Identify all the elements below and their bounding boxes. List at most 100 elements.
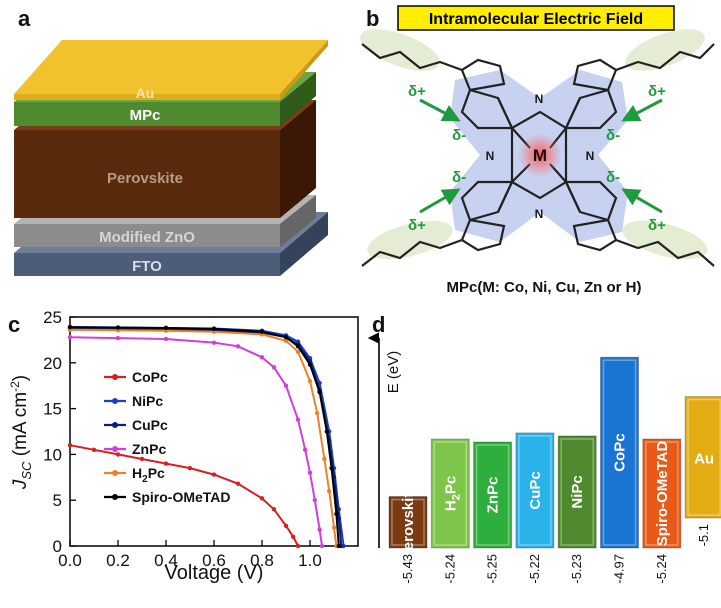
- data-point: [259, 496, 265, 501]
- data-point: [211, 472, 217, 477]
- data-point: [336, 543, 341, 549]
- series-line-spiro-ometad: [69, 326, 340, 547]
- energy-bar-copc: [600, 356, 639, 549]
- x-tick-label: 0.4: [154, 551, 178, 570]
- panel-b-label: b: [366, 6, 379, 31]
- series-line-znpc: [69, 336, 323, 547]
- data-point: [322, 456, 327, 462]
- legend-marker: [112, 374, 118, 380]
- x-tick-label: 0.8: [250, 551, 274, 570]
- y-tick-label: 25: [43, 308, 62, 327]
- energy-bar-name: CoPc: [612, 433, 629, 471]
- energy-bar-bevel: [433, 441, 468, 546]
- bridge-n-bottom: N: [535, 207, 544, 221]
- energy-value-label: -4.97: [612, 554, 627, 584]
- data-point: [235, 481, 241, 486]
- energy-value-label: -5.43: [400, 554, 415, 584]
- layer-label-perovskite: Perovskite: [107, 170, 183, 187]
- data-point: [235, 344, 241, 349]
- energy-bar-znpc: [473, 441, 513, 549]
- data-point: [295, 543, 301, 549]
- energy-value-label: -5.23: [569, 554, 584, 584]
- energy-value-label: -5.25: [485, 554, 500, 584]
- data-point: [283, 338, 289, 344]
- layer-label-au: Au: [136, 85, 155, 101]
- data-point: [271, 365, 277, 370]
- delta-plus-lr: δ+: [648, 217, 666, 234]
- data-point: [163, 461, 169, 466]
- data-point: [283, 334, 289, 340]
- data-point: [334, 511, 339, 517]
- data-point: [303, 447, 308, 453]
- data-point: [319, 543, 325, 549]
- data-point: [295, 349, 301, 355]
- data-point: [271, 507, 277, 512]
- energy-bar-bevel: [687, 398, 721, 516]
- legend-marker: [112, 398, 118, 404]
- energy-bar-au: [684, 396, 721, 519]
- y-tick-label: 0: [53, 537, 62, 556]
- x-tick-label: 1.0: [298, 551, 322, 570]
- delta-plus-ll: δ+: [408, 217, 426, 234]
- panel-b: b Intramolecular Electric Field: [360, 5, 715, 296]
- delta-plus-ur: δ+: [648, 83, 666, 100]
- energy-bar-name: Au: [694, 450, 714, 467]
- delta-plus-ul: δ+: [408, 83, 426, 100]
- energy-bar-bevel: [602, 359, 637, 546]
- layer-label-fto: FTO: [132, 258, 162, 275]
- energy-bar-name: CuPc: [527, 471, 544, 509]
- data-point: [329, 465, 334, 471]
- energy-bar-name: ZnPc: [485, 477, 502, 514]
- energy-bar-perovskite: [388, 496, 428, 549]
- panel-d: d E (eV) Perovskite-5.43 H2Pc -5.24 ZnPc -5.…: [367, 312, 721, 584]
- y-tick-label: 15: [43, 400, 62, 419]
- data-point: [211, 340, 217, 345]
- y-tick-label: 20: [43, 354, 62, 373]
- bridge-n-top: N: [535, 92, 544, 106]
- energy-bar-h2pc: [430, 438, 470, 549]
- panel-c: c 0 5 10 15 20 25 0.0 0.2 0.4 0.6 0.8 1.0 CoPc NiPc…: [8, 308, 359, 584]
- energy-bar-spiro-ometad: [642, 438, 682, 549]
- panel-b-caption: MPc(M: Co, Ni, Cu, Zn or H): [447, 279, 642, 296]
- energy-bar-name: NiPc: [569, 475, 586, 508]
- center-atom-label: M: [533, 146, 547, 165]
- bridge-n-right: N: [586, 149, 595, 163]
- data-point: [291, 534, 296, 540]
- data-point: [307, 378, 313, 384]
- energy-bar-bevel: [645, 441, 679, 546]
- legend-label: CoPc: [132, 369, 168, 385]
- energy-value-label: -5.1: [696, 524, 711, 546]
- data-point: [67, 334, 73, 340]
- energy-value-label: -5.24: [654, 554, 669, 584]
- energy-bar-bevel: [475, 444, 510, 546]
- panel-a-label: a: [18, 6, 31, 31]
- energy-value-label: -5.24: [442, 554, 457, 584]
- legend-label: Spiro-OMeTAD: [132, 489, 231, 505]
- x-tick-label: 0.2: [106, 551, 130, 570]
- y-axis-label: JSC (mA cm-2): [8, 375, 34, 490]
- data-point: [295, 417, 301, 422]
- data-point: [67, 324, 73, 330]
- panel-c-label: c: [8, 312, 20, 337]
- energy-bar-name: Perovskite: [400, 484, 417, 560]
- energy-bar-cupc: [515, 432, 555, 549]
- layer-label-mpc: MPc: [130, 107, 161, 124]
- energy-bar-bevel: [518, 435, 552, 546]
- data-point: [67, 443, 73, 448]
- delta-minus-ul: δ-: [452, 127, 466, 144]
- data-point: [163, 336, 169, 342]
- data-point: [317, 527, 322, 532]
- dipole-arrows: [419, 98, 663, 214]
- data-point: [307, 362, 313, 367]
- panel-a: a FTO Modified ZnO Perovskite MPc: [14, 6, 328, 276]
- legend-label: ZnPc: [132, 441, 166, 457]
- energy-bar-bevel: [391, 498, 425, 546]
- panel-b-title-box: [397, 5, 675, 31]
- data-point: [115, 335, 121, 341]
- series-line-h2pc: [69, 328, 338, 547]
- energy-bar-name: H2Pc: [442, 476, 462, 511]
- y-tick-label: 10: [43, 445, 62, 464]
- energy-value-label: -5.22: [527, 554, 542, 584]
- legend-marker: [112, 446, 118, 452]
- energy-axis-label: E (eV): [385, 351, 402, 394]
